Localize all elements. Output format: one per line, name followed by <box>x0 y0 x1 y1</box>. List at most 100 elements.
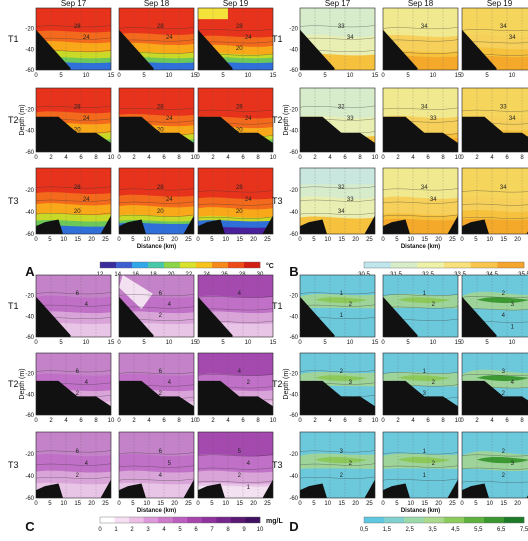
bathymetry <box>300 29 335 70</box>
x-tick-label: 4 <box>328 418 332 424</box>
bathymetry <box>198 116 273 152</box>
row-label-T2: T2 <box>8 115 19 125</box>
contour-label: 34 <box>347 35 354 41</box>
subplot-frame <box>299 87 376 153</box>
row-label-T2: T2 <box>272 115 283 125</box>
x-tick-label: 10 <box>60 237 67 243</box>
contour-label: 28 <box>157 104 164 110</box>
contour-label: 4 <box>168 302 172 308</box>
colorbar-swatch <box>196 262 213 268</box>
colorbar-tick: 4,5 <box>451 527 460 533</box>
x-tick-label: 8 <box>177 418 181 424</box>
colorbar-swatch <box>464 517 485 523</box>
y-tick-label: -40 <box>25 392 34 398</box>
contour-label: 24 <box>83 35 90 41</box>
x-tick-label: 25 <box>102 237 109 243</box>
field-C-1-0 <box>36 353 111 415</box>
contour-label: 3 <box>511 302 515 308</box>
y-tick-label: -20 <box>289 452 298 458</box>
field-C-2-1 <box>119 432 194 498</box>
x-tick-label: 5 <box>210 237 214 243</box>
colorbar-tick: 7 <box>210 527 214 533</box>
x-tick-label: 5 <box>221 340 225 346</box>
x-tick-label: 15 <box>500 501 507 507</box>
contour-label: 6 <box>159 291 163 297</box>
colorbar-tick: 4 <box>162 527 166 533</box>
inset-transect-label: T3 <box>39 491 47 497</box>
subplot-frame <box>197 431 274 499</box>
x-tick-label: 20 <box>514 237 521 243</box>
inset-transect-label: T2 <box>201 408 209 414</box>
x-tick-label: 6 <box>426 418 430 424</box>
contour-label: 2 <box>432 380 436 386</box>
contour-label: 1 <box>423 369 427 375</box>
inset-transect-label: T1 <box>465 330 473 336</box>
contour-label: 20 <box>157 209 164 215</box>
x-axis-label: Distance (km) <box>401 508 440 514</box>
inset-transect-label: T1 <box>201 330 209 336</box>
bathymetry <box>36 116 111 152</box>
colorbar-swatch <box>364 517 385 523</box>
x-axis-label: Distance (km) <box>137 244 176 250</box>
colorbar-tick: 6,5 <box>497 527 506 533</box>
y-tick-label: -60 <box>289 496 298 502</box>
field-C-0-0 <box>36 275 111 337</box>
contour-label: 4 <box>511 380 515 386</box>
x-tick-label: 15 <box>372 73 379 79</box>
x-tick-label: 8 <box>441 418 445 424</box>
subplot-frame <box>118 352 195 416</box>
bathymetry <box>262 215 273 234</box>
x-tick-label: 5 <box>131 237 135 243</box>
contour-label: 33 <box>347 197 354 203</box>
x-tick-label: 10 <box>407 501 414 507</box>
bathymetry <box>198 483 225 498</box>
row-label-T1: T1 <box>8 301 19 311</box>
x-tick-label: 25 <box>449 501 456 507</box>
colorbar-tick: 14 <box>114 272 121 278</box>
x-tick-label: 0 <box>196 73 200 79</box>
x-tick-label: 2 <box>396 155 400 161</box>
bathymetry <box>100 479 111 498</box>
bathymetry <box>364 479 375 498</box>
x-tick-label: 15 <box>338 501 345 507</box>
subplot-frame <box>35 167 112 235</box>
inset-transect-label: T3 <box>303 227 311 233</box>
inset-transect-label: T3 <box>386 491 394 497</box>
x-tick-label: 10 <box>324 501 331 507</box>
field-B-0-0 <box>300 8 375 70</box>
contour-label: 2 <box>340 369 344 375</box>
bathymetry <box>198 296 233 337</box>
colorbar-swatch <box>143 517 159 523</box>
x-tick-label: 0 <box>196 155 200 161</box>
bathymetry <box>36 29 71 70</box>
x-tick-label: 5 <box>142 340 146 346</box>
contour-label: 24 <box>245 35 252 41</box>
subplot-frame <box>35 431 112 499</box>
bathymetry <box>462 116 528 152</box>
contour-label: 6 <box>159 369 163 375</box>
inset-transect-label: T1 <box>122 63 130 69</box>
contour-label: 20 <box>157 128 164 134</box>
contour-label: 20 <box>74 209 81 215</box>
colorbar-swatch <box>172 517 188 523</box>
contour-label: 28 <box>236 24 243 30</box>
subplot-frame <box>197 274 274 338</box>
x-tick-label: 2 <box>313 418 317 424</box>
contour-label: 20 <box>236 128 243 134</box>
contour-label: 24 <box>245 197 252 203</box>
x-tick-label: 15 <box>157 501 164 507</box>
colorbar-tick: 33.5 <box>454 272 466 278</box>
row-label-T2: T2 <box>8 379 19 389</box>
y-tick-label: -40 <box>289 210 298 216</box>
x-tick-label: 5 <box>485 340 489 346</box>
y-tick-label: -40 <box>25 47 34 53</box>
field-C-1-1 <box>119 353 194 415</box>
x-tick-label: 6 <box>343 155 347 161</box>
x-tick-label: 15 <box>74 501 81 507</box>
x-tick-label: 15 <box>270 73 277 79</box>
inset-transect-label: T1 <box>386 63 394 69</box>
y-tick-label: -40 <box>289 314 298 320</box>
contour-label: 4 <box>238 369 242 375</box>
colorbar-swatch <box>444 517 465 523</box>
